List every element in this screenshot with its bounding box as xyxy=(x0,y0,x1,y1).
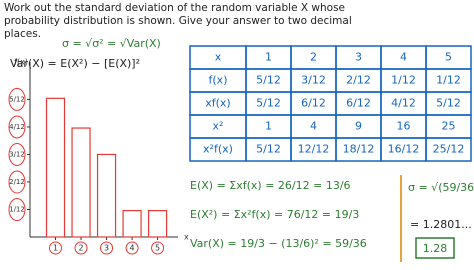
tick-circle xyxy=(8,87,26,111)
x-tick-label: 5 xyxy=(155,244,160,253)
x-tick-label: 1 xyxy=(53,244,58,253)
working-line: E(X) = Σxf(x) = 26/12 = 13/6 xyxy=(190,179,351,192)
chart: f(x) x 1/12 2/12 3/12 4/12 5/12 1 2 3 4 5 xyxy=(8,58,189,255)
table-text: 3 xyxy=(355,51,362,64)
variance-formula: Var(X) = E(X²) − [E(X)]² xyxy=(10,57,140,70)
table-text: x² xyxy=(213,120,224,133)
table-text: 9 xyxy=(355,120,362,133)
bar xyxy=(147,209,168,238)
approx-result: = 1.2801... xyxy=(410,218,472,231)
y-tick-label: 2/12 xyxy=(9,178,25,186)
tick-circle xyxy=(8,197,26,221)
x-tick-label: 2 xyxy=(78,244,83,253)
question-line: Work out the standard deviation of the r… xyxy=(4,2,345,14)
tick-circle xyxy=(74,241,88,255)
sigma-result: σ = √(59/36) xyxy=(408,181,474,194)
y-tick-label: 4/12 xyxy=(9,123,25,131)
answer-box xyxy=(415,237,455,259)
table-text: 6/12 xyxy=(346,97,371,110)
table-text: 1/12 xyxy=(436,74,461,87)
x-tick-label: 4 xyxy=(130,244,135,253)
table-text: 25/12 xyxy=(433,143,465,156)
table-text: 4/12 xyxy=(391,97,416,110)
answer: 1.28 xyxy=(423,242,448,255)
table-text: 12/12 xyxy=(298,143,330,156)
table-text: 16/12 xyxy=(388,143,420,156)
table-text: 5 xyxy=(445,51,452,64)
y-tick-label: 5/12 xyxy=(9,95,25,103)
table-text: 4 xyxy=(310,120,317,133)
table-text: 16 xyxy=(397,120,411,133)
tick-circle xyxy=(8,170,26,194)
question-line: probability distribution is shown. Give … xyxy=(4,15,352,27)
table-text: 6/12 xyxy=(301,97,326,110)
table-text: 18/12 xyxy=(343,143,375,156)
tick-circle xyxy=(8,115,26,139)
tick-circle xyxy=(125,241,139,255)
table-text: 1/12 xyxy=(391,74,416,87)
table-text: 5/12 xyxy=(436,97,461,110)
table: x 1 2 3 4 5 f(x) 5/12 3/12 2/12 1/12 1/12 xf(x) 5/12 6… xyxy=(189,45,472,162)
sigma-formula: σ = √σ² = √Var(X) xyxy=(62,37,161,50)
table-text: x xyxy=(215,51,222,64)
table-text: 2 xyxy=(310,51,317,64)
table-text: 25 xyxy=(442,120,456,133)
x-tick-label: 3 xyxy=(104,244,109,253)
table-text: xf(x) xyxy=(205,97,230,110)
table-text: 2/12 xyxy=(346,74,371,87)
working-line: Var(X) = 19/3 − (13/6)² = 59/36 xyxy=(190,237,367,250)
table-text: 5/12 xyxy=(256,74,281,87)
question-line: places. xyxy=(4,28,41,40)
table-text: 3/12 xyxy=(301,74,326,87)
table-text: 1 xyxy=(265,120,272,133)
x-axis-label: x xyxy=(184,233,189,242)
tick-circle xyxy=(49,241,63,255)
tick-circle xyxy=(100,241,114,255)
table-text: 1 xyxy=(265,51,272,64)
tick-circle xyxy=(151,241,165,255)
table-text: f(x) xyxy=(209,74,228,87)
bar xyxy=(122,209,142,238)
bar xyxy=(71,127,91,238)
y-tick-label: 1/12 xyxy=(9,205,25,213)
table-cell xyxy=(425,137,472,162)
table-text: x²f(x) xyxy=(203,143,233,156)
working-line: E(X²) = Σx²f(x) = 76/12 = 19/3 xyxy=(190,208,359,221)
table-text: 4 xyxy=(400,51,407,64)
table-text: 5/12 xyxy=(256,97,281,110)
bar xyxy=(96,153,117,238)
y-axis-label: f(x) xyxy=(14,58,28,67)
table-text: 5/12 xyxy=(256,143,281,156)
tick-circle xyxy=(8,142,26,166)
bar xyxy=(45,97,66,238)
y-tick-label: 3/12 xyxy=(9,150,25,158)
